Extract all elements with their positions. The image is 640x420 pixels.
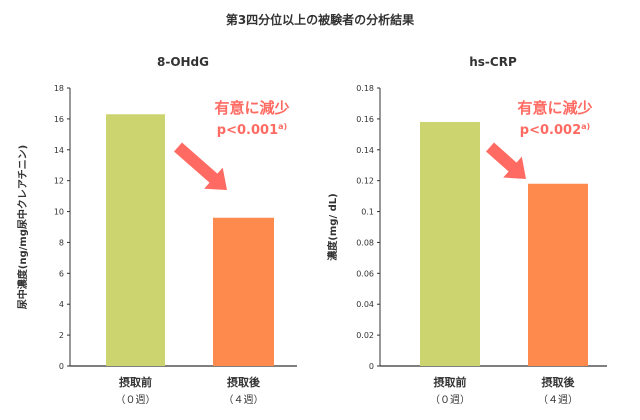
y-tick-label: 6: [59, 269, 64, 278]
y-tick-label: 0.02: [356, 331, 374, 340]
y-tick-label: 0.14: [356, 146, 374, 155]
bar-before: [420, 121, 480, 366]
x-category-sublabel: （４週）: [538, 394, 578, 406]
y-tick-label: 0.04: [356, 300, 374, 309]
y-tick-label: 14: [54, 146, 64, 155]
y-tick-label: 4: [59, 300, 64, 309]
y-tick-label: 0.12: [356, 177, 374, 186]
chart-title: 8-OHdG: [157, 55, 209, 69]
x-category-sublabel: （４週）: [224, 394, 264, 406]
decrease-arrow-icon: [486, 142, 526, 179]
y-tick-label: 10: [54, 208, 64, 217]
bar-after: [528, 183, 588, 366]
x-category-sublabel: （０週）: [430, 394, 470, 406]
y-tick-label: 0: [369, 362, 374, 371]
y-tick-label: 0.06: [356, 269, 374, 278]
y-tick-label: 0: [59, 362, 64, 371]
bar-after: [213, 217, 274, 366]
x-category-label: 摂取後: [542, 375, 576, 389]
y-tick-label: 2: [59, 331, 64, 340]
bar-before: [106, 114, 165, 366]
annotation-pvalue: p<0.001: [217, 123, 278, 138]
decrease-arrow-icon: [174, 142, 227, 190]
annotation-line2: p<0.001a): [217, 122, 287, 138]
annotation-superscript: a): [278, 122, 287, 131]
figure-title: 第3四分位以上の被験者の分析結果: [226, 12, 414, 27]
y-tick-label: 8: [59, 238, 64, 247]
annotation-line1: 有意に減少: [214, 99, 289, 117]
annotation-line2: p<0.002a): [520, 122, 590, 138]
y-tick-label: 16: [54, 115, 64, 124]
annotation-pvalue: p<0.002: [520, 123, 581, 138]
y-axis-label: 尿中濃度(ng/mg尿中クレアチニン): [16, 145, 29, 309]
y-tick-label: 12: [54, 177, 64, 186]
y-axis-label: 濃度(mg/ dL): [326, 193, 339, 260]
y-tick-label: 0.16: [356, 115, 374, 124]
y-tick-label: 0.1: [361, 208, 374, 217]
chart-panel-8ohdg: 8-OHdG 尿中濃度(ng/mg尿中クレアチニン) 0 2 4 6 8 10 12 14 16 18…: [16, 55, 297, 406]
annotation-line1: 有意に減少: [517, 99, 592, 117]
x-category-label: 摂取前: [119, 375, 152, 389]
chart-title: hs-CRP: [469, 55, 517, 69]
y-tick-label: 0.08: [356, 238, 374, 247]
y-tick-label: 18: [54, 84, 64, 93]
x-category-label: 摂取後: [227, 375, 261, 389]
x-category-sublabel: （０週）: [116, 394, 156, 406]
x-category-label: 摂取前: [434, 375, 467, 389]
y-tick-label: 0.18: [356, 84, 374, 93]
chart-panel-hscrp: hs-CRP 濃度(mg/ dL) 0 0.02 0.04 0.06 0.08 0.1 0.12…: [326, 55, 607, 406]
annotation-superscript: a): [581, 122, 590, 131]
